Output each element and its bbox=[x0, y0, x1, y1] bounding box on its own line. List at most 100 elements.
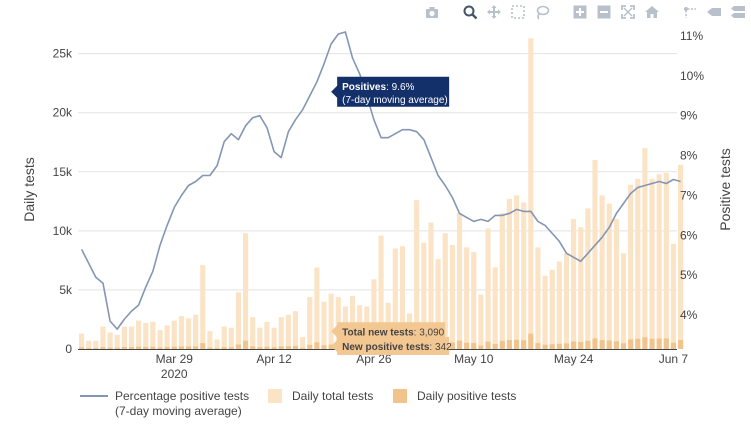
positive-test-bar[interactable] bbox=[628, 339, 634, 349]
total-test-bar[interactable] bbox=[499, 213, 505, 349]
positive-test-bar[interactable] bbox=[513, 339, 520, 349]
positive-test-bar[interactable] bbox=[663, 338, 669, 349]
positive-test-bar[interactable] bbox=[143, 346, 149, 349]
positive-test-bar[interactable] bbox=[606, 340, 612, 349]
total-test-bar[interactable] bbox=[428, 222, 434, 349]
positive-test-bar[interactable] bbox=[635, 338, 641, 349]
total-test-bar[interactable] bbox=[271, 327, 277, 349]
positive-test-bar[interactable] bbox=[620, 343, 627, 349]
positive-test-bar[interactable] bbox=[257, 347, 263, 349]
total-test-bar[interactable] bbox=[278, 317, 284, 349]
positive-test-bar[interactable] bbox=[78, 347, 85, 349]
total-test-bar[interactable] bbox=[264, 321, 270, 349]
total-test-bar[interactable] bbox=[513, 195, 520, 349]
spike-lines-icon[interactable] bbox=[681, 3, 699, 21]
camera-icon[interactable] bbox=[423, 3, 441, 21]
positive-test-bar[interactable] bbox=[549, 344, 555, 349]
positive-test-bar[interactable] bbox=[456, 340, 463, 349]
positive-test-bar[interactable] bbox=[107, 347, 113, 349]
total-test-bar[interactable] bbox=[235, 292, 242, 349]
total-test-bar[interactable] bbox=[150, 321, 156, 349]
positive-test-bar[interactable] bbox=[157, 347, 163, 349]
total-test-bar[interactable] bbox=[542, 275, 548, 349]
positive-test-bar[interactable] bbox=[285, 346, 291, 349]
positive-test-bar[interactable] bbox=[171, 346, 177, 349]
positive-test-bar[interactable] bbox=[556, 343, 562, 349]
positive-test-bar[interactable] bbox=[649, 338, 655, 349]
total-test-bar[interactable] bbox=[193, 314, 199, 349]
positive-test-bar[interactable] bbox=[228, 347, 234, 349]
total-test-bar[interactable] bbox=[285, 314, 291, 349]
total-test-bar[interactable] bbox=[613, 219, 619, 349]
total-test-bar[interactable] bbox=[492, 267, 498, 349]
total-test-bar[interactable] bbox=[606, 203, 612, 349]
total-test-bar[interactable] bbox=[250, 317, 256, 349]
legend-item[interactable]: Daily positive tests bbox=[393, 389, 516, 403]
positive-test-bar[interactable] bbox=[121, 346, 127, 349]
positive-test-bar[interactable] bbox=[449, 342, 455, 349]
total-test-bar[interactable] bbox=[243, 233, 249, 349]
positive-test-bar[interactable] bbox=[535, 343, 541, 349]
total-test-bar[interactable] bbox=[421, 242, 427, 349]
positive-test-bar[interactable] bbox=[521, 340, 527, 349]
total-test-bar[interactable] bbox=[528, 38, 534, 349]
positive-test-bar[interactable] bbox=[86, 348, 92, 349]
total-test-bar[interactable] bbox=[121, 326, 127, 349]
positive-test-bar[interactable] bbox=[328, 344, 334, 349]
total-test-bar[interactable] bbox=[143, 323, 149, 349]
total-test-bar[interactable] bbox=[78, 333, 85, 349]
positive-test-bar[interactable] bbox=[571, 341, 577, 349]
total-test-bar[interactable] bbox=[670, 243, 677, 349]
positive-test-bar[interactable] bbox=[250, 346, 256, 349]
total-test-bar[interactable] bbox=[214, 339, 220, 349]
total-test-bar[interactable] bbox=[292, 311, 299, 349]
legend-item[interactable]: Daily total tests bbox=[268, 389, 373, 403]
positive-test-bar[interactable] bbox=[677, 340, 684, 349]
positive-test-bar[interactable] bbox=[563, 343, 570, 349]
total-test-bar[interactable] bbox=[620, 253, 627, 349]
total-test-bar[interactable] bbox=[521, 202, 527, 349]
positive-test-bar[interactable] bbox=[499, 340, 505, 349]
positive-test-bar[interactable] bbox=[200, 343, 206, 349]
lasso-icon[interactable] bbox=[533, 3, 551, 21]
total-test-bar[interactable] bbox=[449, 245, 455, 349]
total-test-bar[interactable] bbox=[157, 330, 163, 349]
positive-test-bar[interactable] bbox=[235, 344, 242, 349]
total-test-bar[interactable] bbox=[207, 331, 213, 349]
positive-test-bar[interactable] bbox=[585, 340, 591, 349]
positive-test-bar[interactable] bbox=[164, 346, 170, 349]
total-test-bar[interactable] bbox=[571, 219, 577, 349]
positive-test-bar[interactable] bbox=[321, 345, 327, 349]
positive-test-bar[interactable] bbox=[542, 344, 548, 349]
total-test-bar[interactable] bbox=[200, 265, 206, 349]
total-test-bar[interactable] bbox=[228, 327, 234, 349]
positive-test-bar[interactable] bbox=[128, 347, 135, 349]
positive-test-bar[interactable] bbox=[492, 343, 498, 349]
positive-test-bar[interactable] bbox=[599, 340, 605, 349]
total-test-bar[interactable] bbox=[556, 261, 562, 349]
total-test-bar[interactable] bbox=[585, 208, 591, 349]
total-test-bar[interactable] bbox=[478, 294, 484, 349]
positive-test-bar[interactable] bbox=[207, 347, 213, 349]
positive-test-bar[interactable] bbox=[292, 345, 299, 349]
positive-test-bar[interactable] bbox=[464, 342, 470, 349]
total-test-bar[interactable] bbox=[128, 326, 135, 349]
positive-test-bar[interactable] bbox=[271, 347, 277, 349]
reset-axes-icon[interactable] bbox=[643, 3, 661, 21]
autoscale-icon[interactable] bbox=[619, 3, 637, 21]
hover-closest-icon[interactable] bbox=[705, 3, 723, 21]
positive-test-bar[interactable] bbox=[528, 333, 534, 349]
total-test-bar[interactable] bbox=[535, 247, 541, 349]
total-test-bar[interactable] bbox=[414, 200, 420, 349]
total-test-bar[interactable] bbox=[93, 340, 99, 349]
legend-item[interactable]: Percentage positive tests(7-day moving a… bbox=[80, 389, 249, 418]
positive-test-bar[interactable] bbox=[264, 346, 270, 349]
total-test-bar[interactable] bbox=[599, 195, 605, 349]
positive-test-bar[interactable] bbox=[485, 341, 491, 349]
total-test-bar[interactable] bbox=[378, 235, 384, 349]
positive-test-bar[interactable] bbox=[578, 341, 584, 349]
total-test-bar[interactable] bbox=[399, 246, 406, 349]
total-test-bar[interactable] bbox=[656, 174, 662, 349]
total-test-bar[interactable] bbox=[592, 159, 598, 349]
